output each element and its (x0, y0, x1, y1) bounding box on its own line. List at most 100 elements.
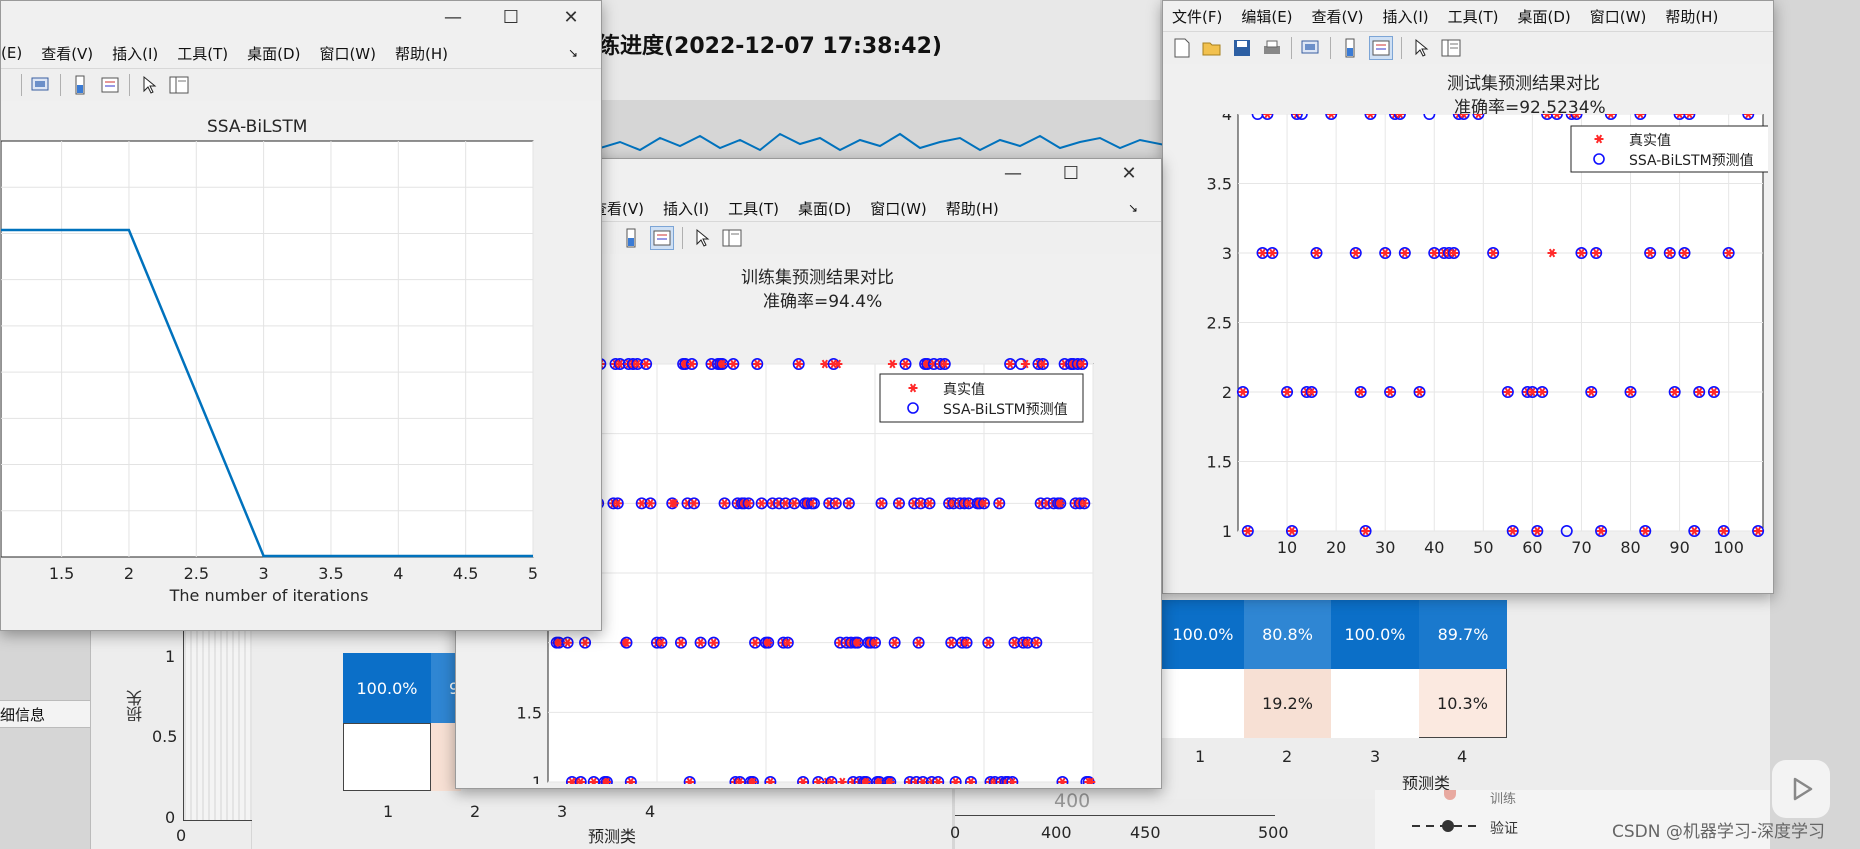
menu-tools[interactable]: 工具(T) (728, 199, 779, 218)
link-plot-icon[interactable] (1300, 37, 1322, 59)
dock-arrow-icon[interactable]: ↘ (567, 46, 578, 60)
property-editor-icon[interactable] (1440, 37, 1462, 59)
pointer-icon[interactable] (138, 74, 160, 96)
figure-window-iterations[interactable]: — ☐ ✕ (E) 查看(V) 插入(I) 工具(T) 桌面(D) 窗口(W) … (0, 0, 602, 631)
menu-help[interactable]: 帮助(H) (1665, 7, 1719, 26)
point-predicted-value (1423, 114, 1436, 120)
close-button[interactable]: ✕ (563, 7, 579, 28)
open-file-icon[interactable] (1201, 37, 1223, 59)
point-true-value (1488, 248, 1498, 258)
y-tick-label: 1.5 (1207, 453, 1232, 472)
progress-title: 练进度(2022-12-07 17:38:42) (598, 34, 942, 59)
cm-right-cell-2-4: 10.3% (1419, 669, 1507, 738)
point-predicted-value (644, 497, 657, 510)
cm-right-cell-1-2: 80.8% (1244, 600, 1331, 669)
test-scatter-plot[interactable]: 10203040506070809010043.532.521.51预测样本预测… (1193, 114, 1768, 554)
point-true-value (1262, 114, 1272, 119)
point-true-value (1527, 387, 1537, 397)
point-true-value (964, 498, 974, 508)
menu-tools[interactable]: 工具(T) (177, 44, 229, 63)
point-true-value (870, 638, 880, 648)
x-tick-label: 10 (1277, 538, 1297, 554)
cm-left-xlabel: 预测类 (588, 827, 637, 846)
new-figure-icon[interactable] (1171, 37, 1193, 59)
menu-view[interactable]: 查看(V) (41, 44, 94, 63)
property-editor-icon[interactable] (721, 227, 743, 249)
property-editor-icon[interactable] (168, 74, 190, 96)
bottom-axis-tick-400: 400 (1041, 823, 1072, 842)
point-predicted-value (1550, 114, 1563, 120)
dock-arrow-icon[interactable]: ↘ (1127, 201, 1138, 215)
point-true-value (1665, 248, 1675, 258)
colorbar-icon[interactable] (1339, 37, 1361, 59)
iterations-line-plot[interactable]: 1.5 2 2.5 3 3.5 4 4.5 5 The number of iterations (1, 137, 601, 629)
colorbar-icon[interactable] (69, 74, 91, 96)
point-true-value (1552, 114, 1562, 119)
point-true-value (1449, 248, 1459, 258)
point-true-value (924, 498, 935, 508)
print-icon[interactable] (5, 74, 13, 96)
minimize-button[interactable]: — (1004, 163, 1022, 184)
pointer-icon[interactable] (1410, 37, 1432, 59)
menu-insert[interactable]: 插入(I) (112, 44, 159, 63)
train-scatter-plot[interactable]: 501001502002501.51预测样本真实值SSA-BiLSTM预测值 (456, 304, 1161, 784)
point-true-value (833, 359, 843, 369)
point-true-value (1038, 359, 1048, 369)
video-play-icon[interactable] (1772, 760, 1830, 818)
point-true-value (781, 498, 791, 508)
point-true-value (1537, 387, 1547, 397)
menu-insert[interactable]: 插入(I) (1382, 7, 1429, 26)
menu-view[interactable]: 查看(V) (1311, 7, 1364, 26)
point-predicted-value (1634, 114, 1647, 120)
loss-ytick-1: 1 (165, 647, 176, 666)
menu-edit[interactable]: 编辑(E) (1241, 7, 1293, 26)
menu-tools[interactable]: 工具(T) (1447, 7, 1499, 26)
menu-window[interactable]: 窗口(W) (1589, 7, 1647, 26)
menu-edit[interactable]: (E) (1, 44, 23, 62)
legend-icon[interactable] (99, 74, 121, 96)
print-icon[interactable] (1261, 37, 1283, 59)
menu-desktop[interactable]: 桌面(D) (1517, 7, 1571, 26)
point-true-value (1459, 114, 1469, 119)
cm-right-xtick-4: 4 (1457, 747, 1468, 766)
legend-label-pred: SSA-BiLSTM预测值 (943, 402, 1068, 418)
menu-insert[interactable]: 插入(I) (662, 199, 710, 218)
point-predicted-value (694, 636, 707, 649)
colorbar-icon[interactable] (620, 227, 642, 249)
point-predicted-value (1078, 497, 1091, 510)
figure-window-test[interactable]: 文件(F) 编辑(E) 查看(V) 插入(I) 工具(T) 桌面(D) 窗口(W… (1162, 0, 1774, 594)
point-true-value (589, 777, 599, 784)
menu-view[interactable]: 查看(V) (592, 199, 644, 218)
bottom-axis-tick-0: 0 (950, 823, 961, 842)
save-icon[interactable] (1231, 37, 1253, 59)
menu-help[interactable]: 帮助(H) (394, 44, 448, 63)
close-button[interactable]: ✕ (1121, 163, 1137, 184)
point-true-value (1007, 777, 1017, 784)
maximize-button[interactable]: ☐ (502, 7, 520, 28)
legend-icon[interactable] (1369, 36, 1393, 60)
point-predicted-value (1575, 247, 1588, 260)
menu-help[interactable]: 帮助(H) (945, 199, 999, 218)
toolbar-separator (1330, 37, 1331, 59)
legend-icon[interactable] (650, 226, 674, 250)
point-true-value (1287, 526, 1297, 536)
menu-desktop[interactable]: 桌面(D) (247, 44, 301, 63)
minimize-button[interactable]: — (444, 7, 462, 28)
toolbar-separator (1401, 37, 1402, 59)
menu-desktop[interactable]: 桌面(D) (797, 199, 852, 218)
point-true-value (641, 359, 651, 369)
menu-file[interactable]: 文件(F) (1172, 7, 1223, 26)
point-predicted-value (938, 357, 951, 370)
maximize-button[interactable]: ☐ (1062, 163, 1080, 184)
point-predicted-value (825, 776, 838, 784)
point-true-value (626, 777, 636, 784)
point-predicted-value (1678, 247, 1691, 260)
link-plot-icon[interactable] (30, 74, 52, 96)
point-true-value (933, 777, 943, 784)
point-true-value (1473, 114, 1483, 119)
pointer-icon[interactable] (691, 227, 713, 249)
point-predicted-value (746, 776, 759, 784)
menu-window[interactable]: 窗口(W) (870, 199, 927, 218)
menu-window[interactable]: 窗口(W) (319, 44, 376, 63)
progress-header (520, 0, 1160, 100)
